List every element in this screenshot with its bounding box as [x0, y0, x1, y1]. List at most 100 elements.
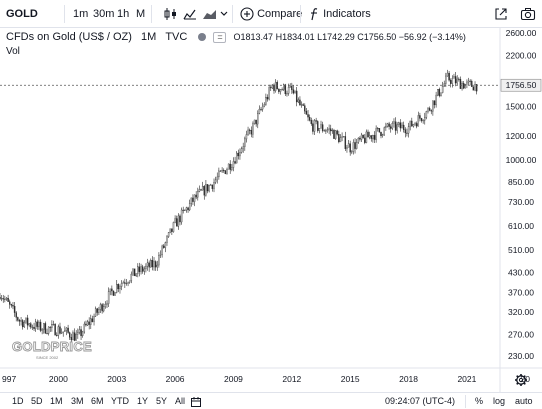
candle-body: [354, 142, 356, 149]
candles-chart-type-icon[interactable]: [163, 0, 179, 28]
candle-body: [72, 332, 74, 341]
equals-icon[interactable]: =: [213, 31, 227, 43]
range-all-button[interactable]: All: [175, 396, 186, 406]
candle-body: [318, 128, 321, 131]
price-axis[interactable]: 2600.00 2200.00 1500.00 1200.00 1000.00 850.0…: [506, 28, 537, 361]
candle-body: [211, 184, 214, 189]
candle-body: [446, 72, 449, 77]
open-value: 1813.47: [240, 32, 274, 42]
candle-body: [381, 134, 384, 137]
compare-button[interactable]: Compare: [240, 0, 302, 28]
range-6m-button[interactable]: 6M: [91, 396, 104, 406]
candle-body: [472, 86, 475, 91]
candle-body: [326, 129, 329, 131]
area-chart-icon[interactable]: [202, 0, 218, 28]
time-tick-label: 2021: [457, 374, 476, 384]
candle-body: [388, 123, 390, 127]
candle-body: [404, 129, 407, 134]
candle-body: [351, 151, 353, 153]
range-1d-button[interactable]: 1D: [12, 396, 24, 406]
price-chart[interactable]: 2600.00 2200.00 1500.00 1200.00 1000.00 850.0…: [0, 28, 542, 392]
time-tick-label: 2015: [341, 374, 360, 384]
candle-body: [438, 89, 441, 97]
candle-body: [406, 132, 408, 134]
candle-body: [219, 170, 222, 172]
price-tick-label: 850.00: [508, 177, 534, 187]
candle-body: [56, 335, 58, 336]
candle-body: [385, 126, 387, 128]
interval-30m-button[interactable]: 30m: [93, 8, 115, 20]
candle-body: [349, 143, 351, 153]
candle-body: [433, 100, 436, 106]
candle-body: [117, 284, 120, 290]
candle-body: [163, 245, 165, 248]
price-tick-label: 730.00: [508, 197, 534, 207]
candle-body: [73, 332, 76, 341]
candle-body: [321, 124, 324, 131]
range-1m-button[interactable]: 1M: [50, 396, 63, 406]
range-5y-button[interactable]: 5Y: [156, 396, 168, 406]
candle-body: [151, 260, 154, 268]
price-tick-label: 1200.00: [506, 131, 537, 141]
chevron-down-icon[interactable]: [220, 0, 228, 28]
scale-settings[interactable]: [500, 368, 542, 392]
candle-body: [234, 161, 236, 164]
candle-body: [85, 323, 87, 326]
candle-body: [357, 137, 360, 143]
candle-body: [270, 87, 272, 89]
candle-body: [451, 78, 454, 84]
interval-1m-button[interactable]: 1m: [73, 8, 89, 20]
percent-scale-toggle[interactable]: %: [475, 396, 484, 406]
indicator-templates-icon[interactable]: [183, 0, 197, 28]
camera-icon[interactable]: [520, 0, 536, 28]
calendar-range-icon[interactable]: [190, 393, 202, 409]
candle-body: [190, 197, 193, 204]
candle-body: [373, 135, 376, 140]
candle-body: [394, 121, 397, 131]
candle-body: [227, 163, 230, 170]
candle-body: [286, 93, 288, 95]
time-axis[interactable]: 997 2000 2003 2006 2009 2012 2015 2018 2021 20: [2, 374, 530, 384]
range-1y-button[interactable]: 1Y: [137, 396, 149, 406]
candle-body: [86, 321, 89, 326]
symbol-search[interactable]: GOLD: [6, 8, 38, 20]
candle-body: [266, 97, 269, 100]
interval-more-dropdown[interactable]: M: [136, 8, 146, 20]
candle-body: [176, 218, 178, 227]
legend-source: TVC: [165, 31, 188, 43]
candle-body: [119, 286, 121, 290]
clock-time[interactable]: 09:24:07 (UTC-4): [385, 396, 456, 406]
candle-body: [39, 321, 42, 331]
candle-body: [462, 83, 465, 89]
candle-body: [336, 130, 338, 135]
candle-body: [101, 304, 103, 312]
indicators-button[interactable]: Indicators: [308, 0, 371, 28]
candle-body: [283, 84, 285, 90]
range-3m-button[interactable]: 3M: [71, 396, 84, 406]
candle-body: [47, 326, 50, 334]
auto-scale-toggle[interactable]: auto: [515, 396, 533, 406]
candle-body: [284, 84, 287, 95]
log-scale-toggle[interactable]: log: [493, 396, 506, 406]
candle-body: [417, 115, 420, 127]
candle-body: [122, 282, 124, 284]
candle-body: [54, 324, 56, 336]
range-5d-button[interactable]: 5D: [31, 396, 43, 406]
candle-body: [368, 135, 371, 138]
candle-body: [44, 323, 47, 334]
candle-body: [203, 186, 205, 196]
candle-body: [167, 232, 170, 237]
market-status-dot[interactable]: [198, 33, 207, 42]
candle-body: [432, 100, 434, 112]
candle-body: [17, 317, 19, 321]
interval-1h-button[interactable]: 1h: [117, 8, 130, 20]
candle-body: [137, 266, 139, 274]
candle-body: [308, 116, 311, 121]
candle-body: [365, 131, 368, 143]
chart-legend: CFDs on Gold (US$ / OZ) 1M TVC = O1813.4…: [6, 30, 466, 44]
range-ytd-button[interactable]: YTD: [111, 396, 129, 406]
candle-body: [274, 81, 277, 91]
fullscreen-icon[interactable]: [494, 0, 508, 28]
candle-body: [23, 321, 26, 328]
candle-body: [263, 104, 265, 107]
